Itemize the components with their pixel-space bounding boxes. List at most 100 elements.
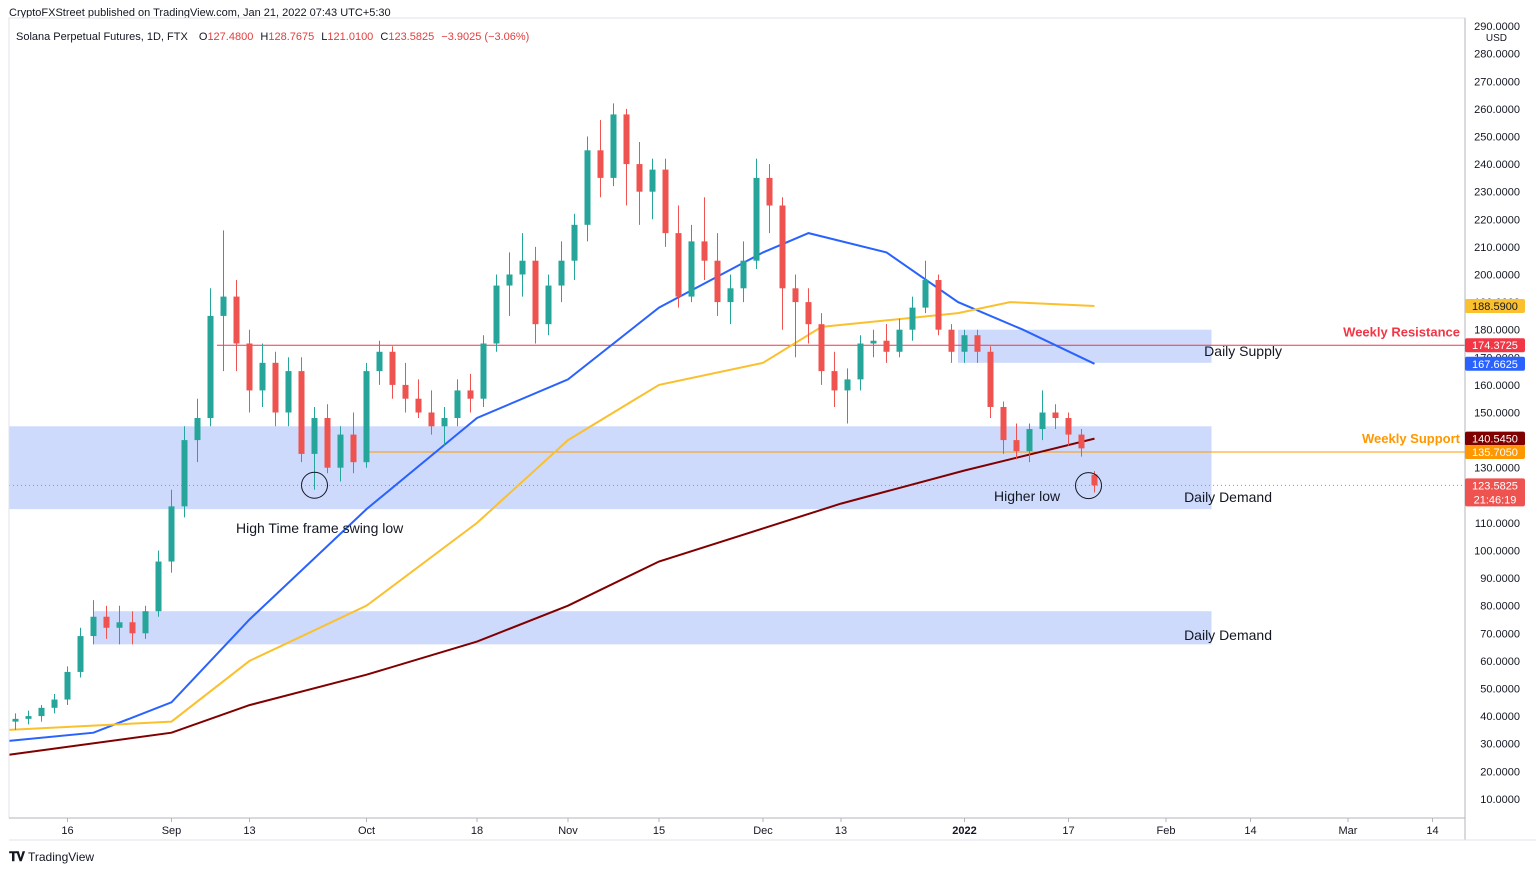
y-tick-label: 90.0000 [1480, 573, 1520, 585]
price-axis-label-bg [1465, 338, 1525, 353]
y-tick-label: 270.0000 [1474, 76, 1520, 88]
price-axis-label-text: 188.5900 [1472, 301, 1518, 313]
candle-body [363, 371, 370, 463]
candle-body [259, 362, 266, 391]
x-tick-label: Dec [753, 825, 773, 837]
candle-body [272, 362, 279, 413]
candle [194, 398, 201, 463]
higher-low-circle [1075, 472, 1102, 500]
candle-body [675, 233, 682, 297]
candle-body [805, 302, 812, 325]
annotation-swing-low: High Time frame swing low [236, 520, 404, 536]
y-tick-label: 30.0000 [1480, 739, 1520, 751]
candle [1065, 412, 1072, 446]
change-value: −3.9025 (−3.06%) [441, 31, 530, 43]
candle [558, 241, 565, 303]
candle [285, 357, 292, 427]
candle [272, 351, 279, 427]
zone-label-daily-demand: Daily Demand [1184, 489, 1272, 505]
candle-body [714, 260, 721, 303]
swing-low-circle [301, 471, 328, 499]
y-tick-label: 230.0000 [1474, 187, 1520, 199]
candle [363, 362, 370, 468]
y-tick-label: 250.0000 [1474, 132, 1520, 144]
y-tick-label: 280.0000 [1474, 49, 1520, 61]
footer-brand-label: TradingView [28, 850, 95, 864]
zone-rect [93, 611, 1212, 645]
candle [1000, 401, 1007, 454]
candle-body [103, 616, 110, 628]
symbol-label[interactable]: Solana Perpetual Futures, 1D, FTX [16, 31, 188, 43]
candle [1039, 390, 1046, 441]
y-tick-label: 240.0000 [1474, 159, 1520, 171]
y-tick-label: 180.0000 [1474, 325, 1520, 337]
candle [77, 627, 84, 678]
label-weekly-support: Weekly Support [1362, 431, 1461, 446]
moving-average-line [8, 232, 1095, 742]
candle-body [987, 351, 994, 407]
candle [571, 213, 578, 281]
candle-body [207, 315, 214, 419]
candle-body [597, 150, 604, 178]
y-tick-label: 80.0000 [1480, 601, 1520, 613]
x-tick-label: 13 [243, 825, 255, 837]
candle-body [844, 379, 851, 391]
candle-body [38, 707, 45, 717]
candle [649, 158, 656, 220]
candle-body [1026, 429, 1033, 452]
footer-brand[interactable]: 𝐓𝐕 TradingView [9, 849, 94, 865]
candle [51, 694, 58, 714]
candle [311, 406, 318, 490]
candle-body [558, 260, 565, 286]
candle [116, 605, 123, 645]
candle [64, 666, 71, 706]
candle [415, 379, 422, 419]
zone-rect [9, 426, 1212, 510]
x-tick-label: Feb [1157, 825, 1176, 837]
candle [675, 205, 682, 308]
candle [168, 489, 175, 573]
y-tick-label: 50.0000 [1480, 684, 1520, 696]
candle [545, 274, 552, 336]
candle-body [779, 205, 786, 289]
candle [766, 164, 773, 234]
price-axis-label: 135.7050 [1465, 444, 1525, 459]
candle [974, 329, 981, 363]
candle [948, 324, 955, 363]
candle-body [727, 288, 734, 303]
candle-body [337, 434, 344, 468]
tradingview-logo-icon: 𝐓𝐕 [9, 849, 25, 864]
candle-body [506, 274, 513, 286]
candle-body [285, 371, 292, 413]
zone-label-daily-supply: Daily Supply [1204, 343, 1282, 359]
y-tick-label: 160.0000 [1474, 380, 1520, 392]
candle [389, 346, 396, 399]
candle-body [233, 296, 240, 344]
candle [220, 230, 227, 372]
price-axis-label-bg [1465, 298, 1525, 313]
candle-body [662, 169, 669, 234]
candle-body [428, 412, 435, 427]
price-axis-label-text: 135.7050 [1472, 447, 1518, 459]
candle-body [155, 561, 162, 612]
candle [376, 340, 383, 385]
price-axis-countdown: 21:46:19 [1474, 494, 1517, 506]
price-axis-label-text: 174.3725 [1472, 340, 1518, 352]
x-tick-label: Nov [558, 825, 578, 837]
candle-body [415, 398, 422, 413]
candle-body [1039, 412, 1046, 430]
y-tick-label: 100.0000 [1474, 546, 1520, 558]
candle-body [298, 371, 305, 454]
candle-body [584, 150, 591, 225]
price-axis-label-bg [1465, 444, 1525, 459]
candle-body [1000, 406, 1007, 441]
price-axis-label-bg [1465, 356, 1525, 371]
zone-rect [958, 329, 1212, 363]
candle-body [142, 611, 149, 634]
candle [402, 362, 409, 413]
candle [480, 335, 487, 407]
y-tick-label: 220.0000 [1474, 214, 1520, 226]
open-label: O [198, 31, 208, 43]
candle-body [1091, 474, 1098, 486]
